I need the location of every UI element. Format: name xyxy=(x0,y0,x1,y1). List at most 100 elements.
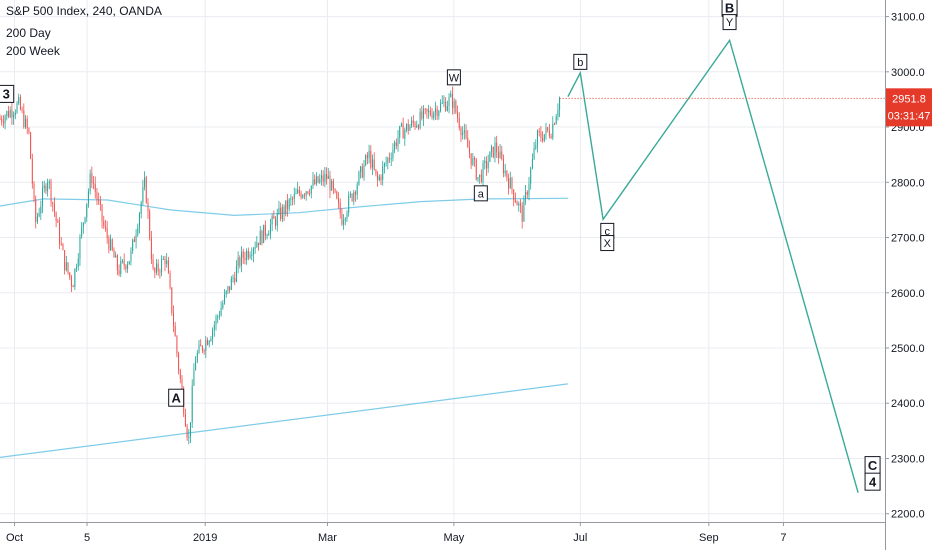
projection-path[interactable] xyxy=(567,38,859,493)
ma-line-200-day[interactable] xyxy=(0,197,568,217)
price-tick-label: 2600.0 xyxy=(891,288,925,300)
candle-body xyxy=(445,101,447,111)
candle-body xyxy=(368,150,370,159)
candle-body xyxy=(26,118,28,129)
ma-line-200-week[interactable] xyxy=(0,383,568,458)
candle-body xyxy=(132,239,134,251)
candle-body xyxy=(317,176,319,183)
candle-body xyxy=(138,213,140,228)
candle-body xyxy=(360,166,362,173)
wave-label-box[interactable] xyxy=(600,235,615,252)
candle-body xyxy=(519,203,521,206)
wave-label-box[interactable] xyxy=(168,388,185,407)
candle-body xyxy=(453,101,455,108)
candle-body xyxy=(247,251,249,258)
candle-body xyxy=(378,176,380,181)
candle-body xyxy=(540,132,542,138)
candle-body xyxy=(467,137,469,148)
candle-body xyxy=(23,110,25,128)
candle-body xyxy=(91,173,93,184)
candle-body xyxy=(339,202,341,214)
wave-label-box[interactable] xyxy=(722,14,737,31)
candle-body xyxy=(341,213,343,225)
candle-body xyxy=(268,234,270,236)
candle-body xyxy=(273,215,275,219)
price-badge-value: 2951.8 xyxy=(892,93,926,105)
candle-body xyxy=(82,222,84,227)
candle-body xyxy=(89,173,91,192)
candle-body xyxy=(198,344,200,353)
candle-body xyxy=(411,120,413,127)
candle-body xyxy=(516,201,518,206)
price-tick-label: 2700.0 xyxy=(891,233,925,245)
candle-body xyxy=(383,163,385,167)
candle-body xyxy=(142,187,144,203)
candle-body xyxy=(465,130,467,138)
candle-body xyxy=(491,146,493,152)
wave-label-box[interactable] xyxy=(446,69,461,86)
candle-body xyxy=(489,151,491,162)
wave-label-box[interactable] xyxy=(0,84,15,103)
candle-body xyxy=(324,174,326,182)
indicator-label-200-week[interactable]: 200 Week xyxy=(6,44,60,58)
candle-body xyxy=(98,199,100,201)
wave-label: c xyxy=(605,226,611,238)
candle-body xyxy=(87,191,89,204)
candle-body xyxy=(402,123,404,139)
candle-body xyxy=(389,158,391,160)
candle-body xyxy=(111,239,113,250)
candle-body xyxy=(290,198,292,200)
candle-body xyxy=(557,109,559,117)
candle-body xyxy=(7,111,10,117)
candle-body xyxy=(472,157,474,165)
candle-body xyxy=(494,142,496,158)
candle-body xyxy=(424,108,426,110)
candle-body xyxy=(60,243,62,245)
candle-body xyxy=(492,146,494,158)
candle-body xyxy=(550,136,552,138)
candle-body xyxy=(305,191,307,196)
price-badge[interactable] xyxy=(886,88,932,127)
candle-body xyxy=(135,234,137,242)
candle-body xyxy=(261,230,263,244)
candle-body xyxy=(392,149,394,159)
candle-body xyxy=(412,120,414,123)
candle-body xyxy=(458,118,460,129)
indicator-label-200-day[interactable]: 200 Day xyxy=(6,26,51,40)
candle-body xyxy=(193,370,195,386)
candle-body xyxy=(477,177,479,180)
wave-label-box[interactable] xyxy=(864,472,881,491)
candle-body xyxy=(263,224,265,244)
candle-body xyxy=(106,227,108,239)
candle-body xyxy=(280,207,282,220)
candle-body xyxy=(249,255,251,258)
candle-body xyxy=(419,111,421,129)
candle-body xyxy=(429,110,431,115)
candle-body xyxy=(525,192,527,199)
candle-body xyxy=(77,258,79,268)
candle-body xyxy=(4,116,6,124)
candle-body xyxy=(474,157,476,160)
time-tick-label: 5 xyxy=(84,532,90,544)
candle-body xyxy=(147,202,149,212)
candle-body xyxy=(460,128,462,136)
candle-body xyxy=(530,168,532,184)
wave-label-box[interactable] xyxy=(473,185,488,202)
candle-body xyxy=(169,273,171,288)
price-tick-label: 2500.0 xyxy=(891,343,925,355)
wave-label-box[interactable] xyxy=(573,53,588,70)
candle-body xyxy=(502,158,504,174)
candle-body xyxy=(110,239,112,250)
wave-label: Y xyxy=(726,17,734,29)
candle-body xyxy=(536,130,538,146)
candle-body xyxy=(174,325,176,337)
candle-body xyxy=(436,108,438,116)
candle-body xyxy=(0,118,1,120)
candle-body xyxy=(42,188,44,207)
candle-body xyxy=(251,254,253,256)
candle-body xyxy=(242,251,244,258)
price-tick-label: 2800.0 xyxy=(891,177,925,189)
candle-body xyxy=(162,258,164,260)
candle-body xyxy=(315,176,317,185)
